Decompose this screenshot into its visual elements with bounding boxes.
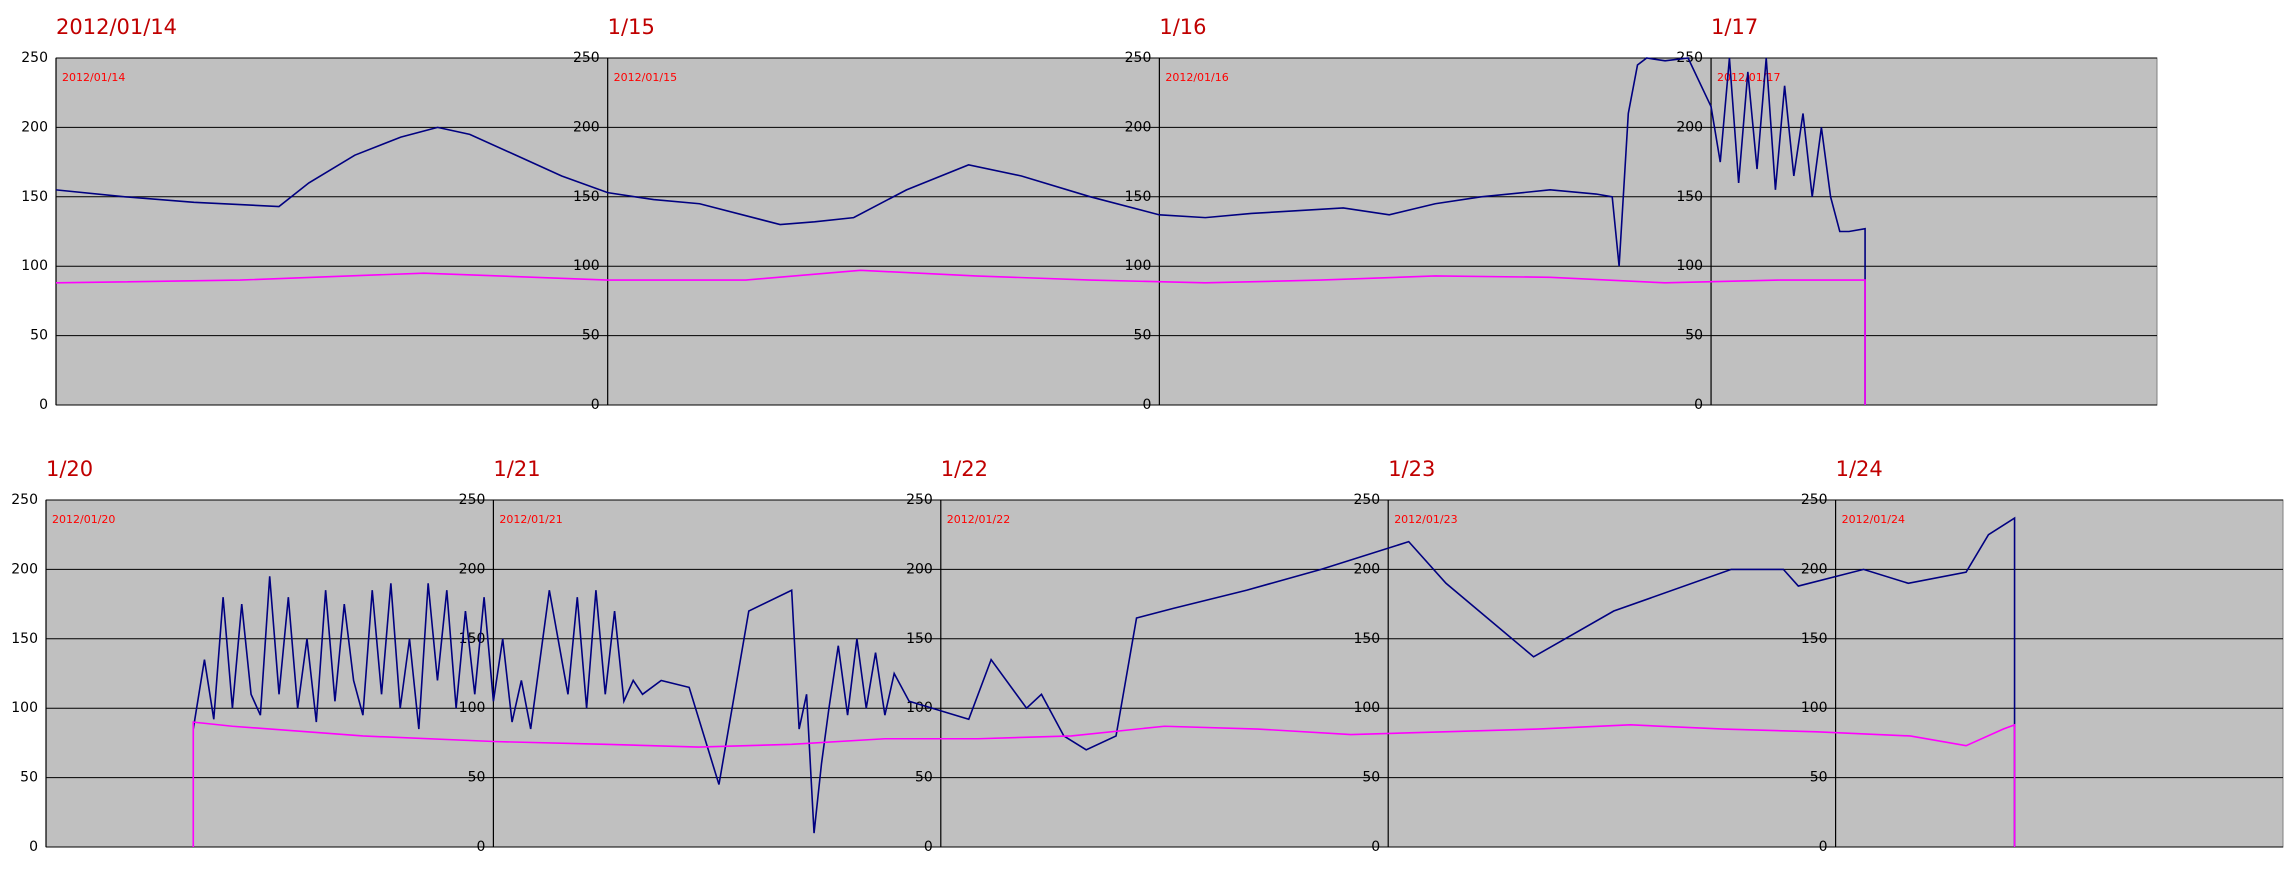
y-tick-label: 150 [1125, 189, 1152, 205]
day-label: 2012/01/14 [56, 15, 177, 39]
y-tick-label: 100 [906, 700, 933, 716]
y-tick-label: 150 [1676, 189, 1703, 205]
day-label: 1/23 [1388, 457, 1435, 481]
panel-label: 2012/01/16 [1165, 71, 1228, 84]
y-tick-label: 250 [1676, 50, 1703, 66]
y-tick-label: 0 [476, 839, 485, 855]
panel-label: 2012/01/22 [947, 513, 1010, 526]
y-tick-label: 100 [1353, 700, 1380, 716]
y-tick-label: 50 [20, 770, 38, 786]
day-label: 1/17 [1711, 15, 1758, 39]
y-tick-label: 50 [468, 770, 486, 786]
y-tick-label: 0 [29, 839, 38, 855]
panel-label: 2012/01/21 [499, 513, 562, 526]
y-tick-label: 150 [1801, 631, 1828, 647]
y-tick-label: 0 [924, 839, 933, 855]
y-tick-label: 50 [30, 328, 48, 344]
day-label: 1/22 [941, 457, 988, 481]
y-tick-label: 150 [906, 631, 933, 647]
y-tick-label: 200 [573, 119, 600, 135]
y-tick-label: 0 [39, 397, 48, 413]
panel-label: 2012/01/20 [52, 513, 115, 526]
panel-label: 2012/01/14 [62, 71, 125, 84]
day-label: 1/20 [46, 457, 93, 481]
y-tick-label: 50 [1362, 770, 1380, 786]
y-tick-label: 150 [573, 189, 600, 205]
y-tick-label: 0 [1371, 839, 1380, 855]
day-label: 1/15 [608, 15, 655, 39]
series-line [55, 57, 1866, 405]
y-tick-label: 200 [1353, 561, 1380, 577]
panel-label: 2012/01/15 [614, 71, 677, 84]
y-tick-label: 0 [1819, 839, 1828, 855]
y-tick-label: 200 [1125, 119, 1152, 135]
y-tick-label: 100 [11, 700, 38, 716]
y-tick-label: 100 [1801, 700, 1828, 716]
y-tick-label: 100 [573, 258, 600, 274]
y-tick-label: 250 [1353, 492, 1380, 508]
y-tick-label: 100 [459, 700, 486, 716]
y-tick-label: 150 [1353, 631, 1380, 647]
y-tick-label: 150 [459, 631, 486, 647]
day-label: 1/24 [1836, 457, 1883, 481]
y-tick-label: 50 [1685, 328, 1703, 344]
y-tick-label: 250 [1801, 492, 1828, 508]
y-tick-label: 50 [915, 770, 933, 786]
y-tick-label: 250 [573, 50, 600, 66]
y-tick-label: 200 [459, 561, 486, 577]
y-tick-label: 200 [1801, 561, 1828, 577]
y-tick-label: 200 [11, 561, 38, 577]
y-tick-label: 250 [11, 492, 38, 508]
y-tick-label: 250 [459, 492, 486, 508]
series-line [192, 516, 2016, 847]
y-tick-label: 200 [906, 561, 933, 577]
y-tick-label: 0 [1142, 397, 1151, 413]
day-label: 1/16 [1159, 15, 1206, 39]
y-tick-label: 50 [1810, 770, 1828, 786]
plot-area [55, 57, 2158, 406]
y-tick-label: 250 [906, 492, 933, 508]
y-tick-label: 150 [11, 631, 38, 647]
series-line [55, 269, 1866, 405]
y-tick-label: 100 [1676, 258, 1703, 274]
panel-label: 2012/01/23 [1394, 513, 1457, 526]
series-line [192, 721, 2016, 847]
y-tick-label: 250 [1125, 50, 1152, 66]
panel-label: 2012/01/24 [1842, 513, 1905, 526]
plot-area [45, 499, 2284, 848]
y-tick-label: 200 [21, 119, 48, 135]
y-tick-label: 150 [21, 189, 48, 205]
y-tick-label: 100 [1125, 258, 1152, 274]
y-tick-label: 0 [1694, 397, 1703, 413]
y-tick-label: 250 [21, 50, 48, 66]
y-tick-label: 50 [582, 328, 600, 344]
y-tick-label: 0 [591, 397, 600, 413]
y-tick-label: 50 [1134, 328, 1152, 344]
day-label: 1/21 [493, 457, 540, 481]
y-tick-label: 100 [21, 258, 48, 274]
y-tick-label: 200 [1676, 119, 1703, 135]
